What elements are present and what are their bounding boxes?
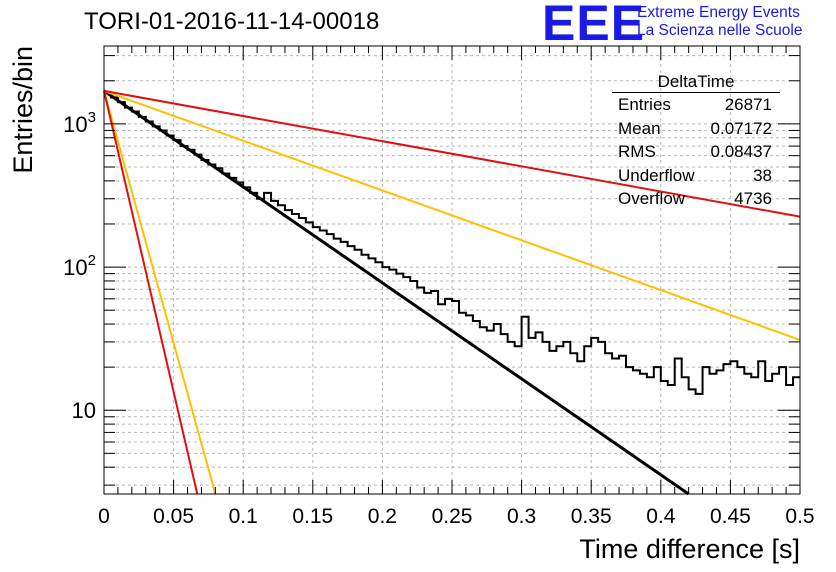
x-tick-labels: 0 0.05 0.1 0.15 0.2 0.25 0.3 0.35 0.4 0.45 0.5 [98,505,814,528]
stats-label: RMS [618,142,656,161]
stats-row-overflow: Overflow 4736 [612,187,780,211]
x-tick-label: 0.4 [646,505,676,528]
stats-value: 26871 [724,95,772,114]
stats-row-mean: Mean 0.07172 [612,117,780,141]
stats-label: Mean [618,118,661,138]
fit-line [103,90,217,495]
fit-lines-layer [103,89,801,496]
stats-title: DeltaTime [612,72,780,93]
stats-value: 0.08437 [710,142,772,161]
org-line-1: Extreme Energy Events [637,4,800,21]
x-tick-label: 0.5 [785,505,814,528]
y-axis-label: Entries/bin [8,46,38,174]
fit-line [103,89,801,218]
fit-line [103,89,690,496]
stats-row-entries: Entries 26871 [612,93,780,117]
y-tick-label: 103 [63,109,96,137]
x-tick-label: 0 [98,505,110,528]
stats-label: Overflow [618,189,686,208]
axis-ticks [103,46,801,494]
stats-value: 38 [753,165,772,185]
histogram-layer [104,91,800,395]
stats-label: Entries [618,95,671,114]
x-tick-label: 0.2 [368,505,397,528]
y-tick-exponent: 2 [88,252,96,269]
stats-row-underflow: Underflow 38 [612,164,780,188]
y-tick-label: 102 [63,252,96,280]
x-axis-label: Time difference [s] [579,534,800,564]
x-tick-label: 0.35 [571,505,612,528]
stats-label: Underflow [618,165,695,185]
y-tick-label: 10 [72,398,96,423]
organization-text: Extreme Energy Events La Scienza nelle S… [637,4,802,40]
x-tick-label: 0.45 [710,505,751,528]
x-tick-label: 0.25 [432,505,473,528]
histogram-series [104,91,800,395]
y-tick-base: 10 [63,255,87,280]
x-tick-label: 0.05 [153,505,194,528]
fit-line [103,89,801,341]
y-tick-exponent: 3 [88,109,96,126]
eee-logo: EEE [542,0,646,51]
y-tick-base: 10 [72,398,96,423]
org-line-2: La Scienza nelle Scuole [637,22,803,39]
x-tick-label: 0.15 [292,505,333,528]
y-tick-base: 10 [63,112,87,137]
fit-line [103,90,199,495]
x-tick-label: 0.1 [229,505,258,528]
histogram-title: TORI-01-2016-11-14-00018 [84,8,380,35]
stats-box: DeltaTime Entries 26871 Mean 0.07172 RMS… [612,72,780,211]
stats-row-rms: RMS 0.08437 [612,140,780,164]
stats-value: 0.07172 [710,118,772,138]
x-tick-label: 0.3 [507,505,536,528]
stats-value: 4736 [734,189,772,208]
